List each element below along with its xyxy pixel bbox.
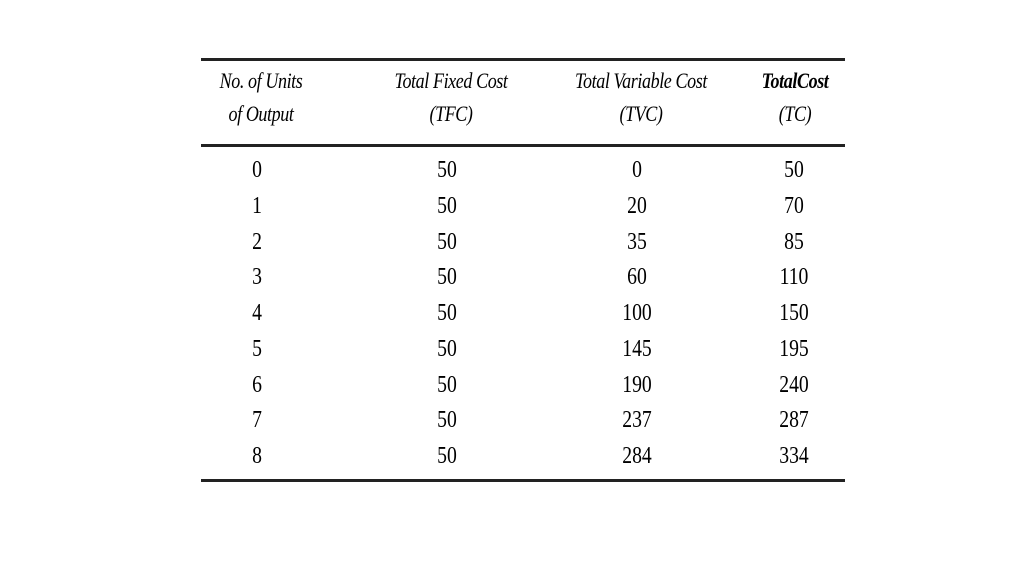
table-row: 1 50 20 70 [201, 188, 845, 224]
header-units-line1: No. of Units [219, 68, 303, 93]
header-tvc-line2: (TVC) [619, 101, 663, 126]
cell-tfc: 50 [437, 443, 457, 469]
cell-tfc: 50 [437, 228, 457, 255]
cell-tc: 150 [779, 300, 809, 326]
cell-tvc: 284 [622, 443, 652, 469]
table-top-rule [201, 58, 845, 61]
cell-tfc: 50 [437, 157, 457, 183]
table-row: 0 50 0 50 [201, 152, 845, 188]
cell-tc: 240 [779, 371, 809, 398]
table-row: 5 50 145 195 [201, 331, 845, 367]
table-bottom-rule [201, 479, 845, 482]
header-units-output: No. of Units of Output [195, 64, 326, 130]
cell-tc: 334 [779, 443, 809, 469]
cell-tvc: 237 [622, 407, 652, 434]
cell-tvc: 0 [632, 157, 642, 183]
cell-units: 6 [252, 371, 262, 398]
cell-tfc: 50 [437, 371, 457, 398]
cell-tfc: 50 [437, 264, 457, 291]
cell-tvc: 20 [627, 192, 647, 219]
cell-tc: 195 [779, 335, 809, 362]
table-header-rule [201, 144, 845, 147]
cell-tc: 287 [779, 407, 809, 434]
table-row: 8 50 284 334 [201, 438, 845, 474]
table-row: 6 50 190 240 [201, 367, 845, 403]
cell-units: 8 [252, 443, 262, 469]
cell-tvc: 145 [622, 335, 652, 362]
table-header: No. of Units of Output Total Fixed Cost … [201, 64, 845, 142]
cell-units: 2 [252, 228, 262, 255]
header-tc-line2: (TC) [778, 101, 812, 126]
header-total-fixed-cost: Total Fixed Cost (TFC) [369, 64, 533, 130]
cell-tfc: 50 [437, 300, 457, 326]
header-total-variable-cost: Total Variable Cost (TVC) [551, 64, 731, 130]
cell-units: 0 [252, 157, 262, 183]
table-row: 7 50 237 287 [201, 402, 845, 438]
cell-tfc: 50 [437, 335, 457, 362]
table-row: 4 50 100 150 [201, 295, 845, 331]
header-tc-line1: TotalCost [761, 68, 829, 93]
cell-tc: 110 [779, 264, 809, 291]
header-tfc-line1: Total Fixed Cost [394, 68, 508, 93]
cell-tc: 70 [784, 192, 804, 219]
cell-tc: 85 [784, 228, 804, 255]
cell-tfc: 50 [437, 192, 457, 219]
cell-units: 4 [252, 300, 262, 326]
cell-tfc: 50 [437, 407, 457, 434]
cell-tc: 50 [784, 157, 804, 183]
header-tvc-line1: Total Variable Cost [575, 68, 707, 93]
table-body: 0 50 0 50 1 50 20 70 2 50 35 85 3 50 60 110 4 50 100 150 5 50… [201, 152, 845, 474]
header-tfc-line2: (TFC) [429, 101, 473, 126]
cell-tvc: 100 [622, 300, 652, 326]
table-row: 3 50 60 110 [201, 259, 845, 295]
cell-tvc: 60 [627, 264, 647, 291]
table-row: 2 50 35 85 [201, 224, 845, 260]
header-total-cost: TotalCost (TC) [743, 64, 848, 130]
cell-units: 7 [252, 407, 262, 434]
cell-units: 3 [252, 264, 262, 291]
cell-units: 5 [252, 335, 262, 362]
cell-tvc: 35 [627, 228, 647, 255]
cell-tvc: 190 [622, 371, 652, 398]
header-units-line2: of Output [228, 101, 294, 126]
cell-units: 1 [252, 192, 262, 219]
